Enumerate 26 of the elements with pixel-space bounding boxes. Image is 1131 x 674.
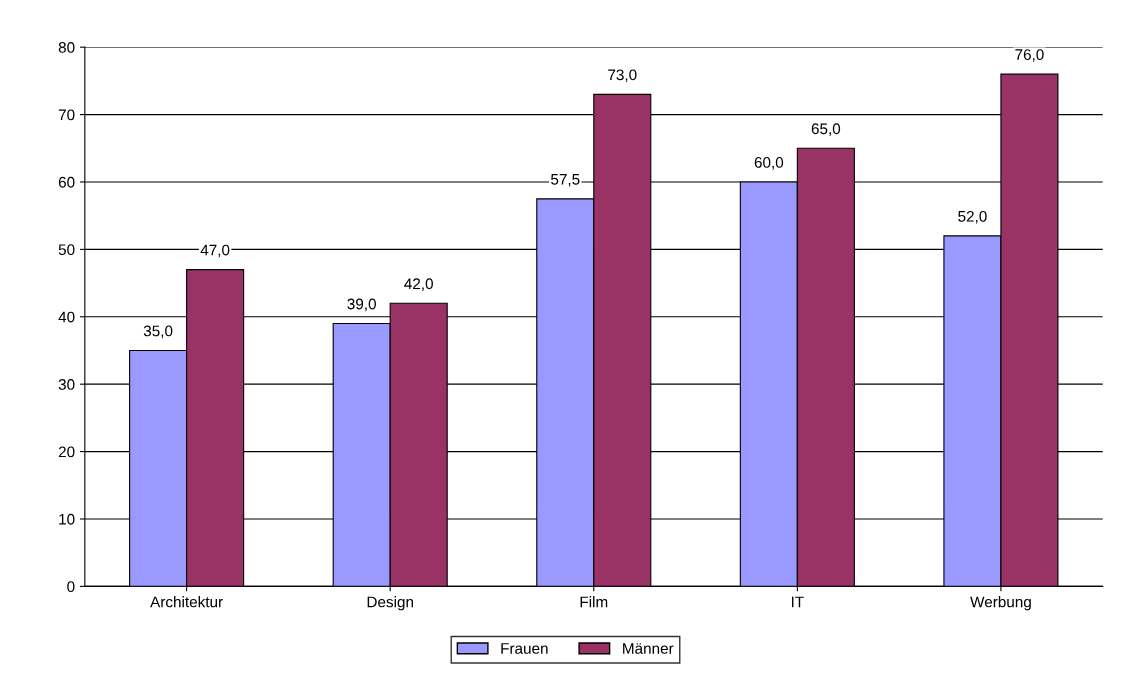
x-tick-label: Werbung <box>970 596 1031 611</box>
data-label: 47,0 <box>200 244 230 258</box>
data-label: 52,0 <box>958 210 987 224</box>
data-label: 60,0 <box>754 157 784 170</box>
x-tick-label: Film <box>580 596 608 608</box>
x-tick-label: IT <box>791 596 804 608</box>
y-tick-label: 50 <box>58 244 75 256</box>
y-tick-label: 0 <box>67 581 75 593</box>
y-tick-label: 80 <box>58 42 75 53</box>
y-tick-label: 20 <box>58 446 75 458</box>
x-tick-label: Architektur <box>150 596 223 608</box>
y-tick-label: 40 <box>58 311 75 323</box>
y-tick-label: 10 <box>59 513 75 525</box>
y-tick-label: 70 <box>58 109 75 121</box>
data-label: 42,0 <box>404 278 433 291</box>
y-tick-label: 30 <box>58 379 75 390</box>
legend-label: Frauen <box>501 643 548 654</box>
data-label: 57,5 <box>551 174 580 187</box>
y-tick-label: 60 <box>58 176 75 188</box>
data-label: 76,0 <box>1015 49 1044 62</box>
legend-label: Männer <box>623 643 674 654</box>
data-label: 73,0 <box>608 69 637 83</box>
x-tick-label: Design <box>367 596 413 611</box>
data-label: 39,0 <box>347 298 376 312</box>
data-label: 65,0 <box>811 123 841 136</box>
data-label: 35,0 <box>143 325 173 339</box>
